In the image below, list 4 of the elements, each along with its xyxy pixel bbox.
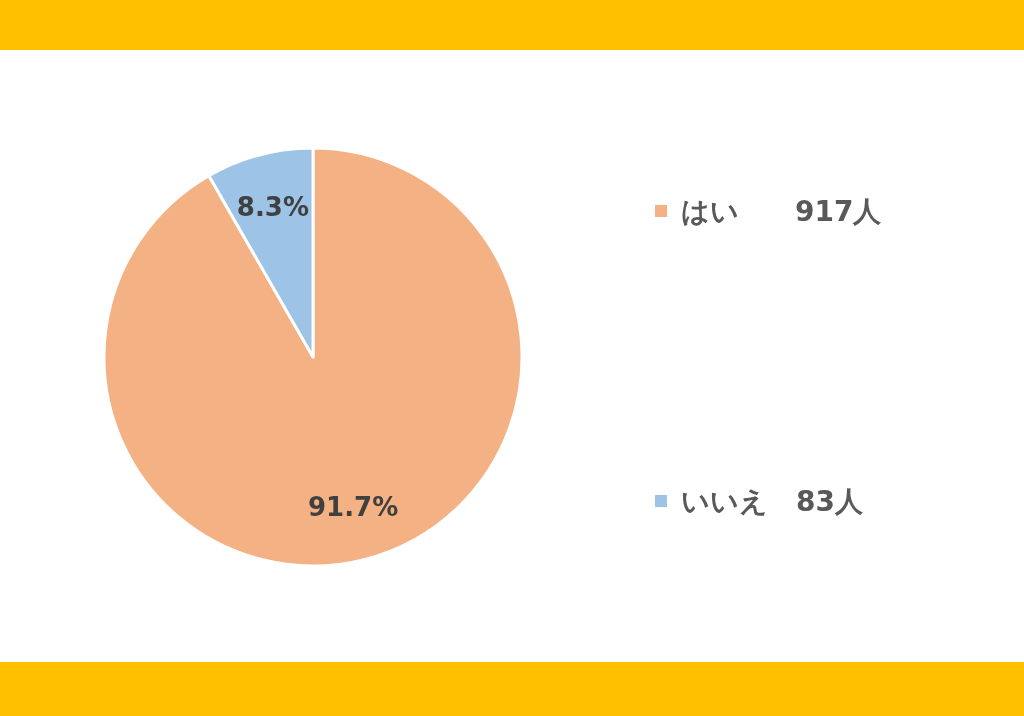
data-label: 8.3% (236, 191, 309, 222)
data-label: 91.7% (307, 492, 399, 523)
legend-label: はい 917人 (681, 194, 883, 228)
legend-label: いいえ 83人 (681, 484, 864, 518)
